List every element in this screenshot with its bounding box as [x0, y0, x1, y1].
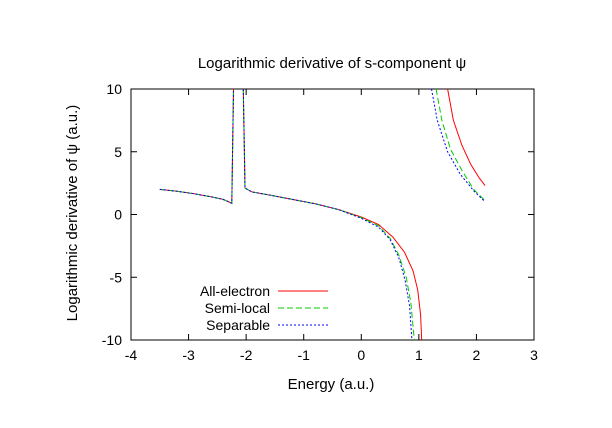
legend-label-separable: Separable	[206, 317, 270, 333]
series-line-all-electron	[159, 88, 234, 204]
series-line-all-electron	[447, 88, 486, 186]
plot-border	[130, 88, 535, 341]
series-line-separable	[159, 88, 234, 204]
x-tick-label: 2	[473, 347, 481, 363]
legend-label-all-electron: All-electron	[200, 283, 270, 299]
x-axis: -4 -3 -2 -1 0 1 2 3	[125, 89, 538, 363]
series-line-separable	[242, 88, 413, 341]
x-tick-label: 1	[415, 347, 423, 363]
x-tick-label: 0	[357, 347, 365, 363]
series-lines	[159, 88, 486, 341]
y-tick-label: -5	[110, 269, 123, 285]
y-axis: -10 -5 0 5 10	[102, 81, 534, 348]
x-tick-label: -4	[125, 347, 138, 363]
y-axis-label: Logarithmic derivative of ψ (a.u.)	[64, 105, 81, 322]
x-tick-label: -1	[297, 347, 310, 363]
series-line-semi-local	[435, 88, 486, 202]
legend-label-semi-local: Semi-local	[205, 300, 270, 316]
x-axis-label: Energy (a.u.)	[288, 376, 375, 393]
x-tick-label: 3	[530, 347, 538, 363]
series-line-separable	[431, 88, 486, 203]
y-tick-label: 10	[106, 81, 122, 97]
y-tick-label: 5	[114, 144, 122, 160]
y-tick-label: 0	[114, 207, 122, 223]
plot-frame	[130, 88, 535, 341]
x-tick-label: -2	[240, 347, 253, 363]
chart-title: Logarithmic derivative of s-component ψ	[198, 55, 466, 72]
series-line-all-electron	[242, 88, 423, 341]
y-tick-label: -10	[102, 332, 122, 348]
series-line-semi-local	[159, 88, 234, 204]
x-tick-label: -3	[182, 347, 195, 363]
